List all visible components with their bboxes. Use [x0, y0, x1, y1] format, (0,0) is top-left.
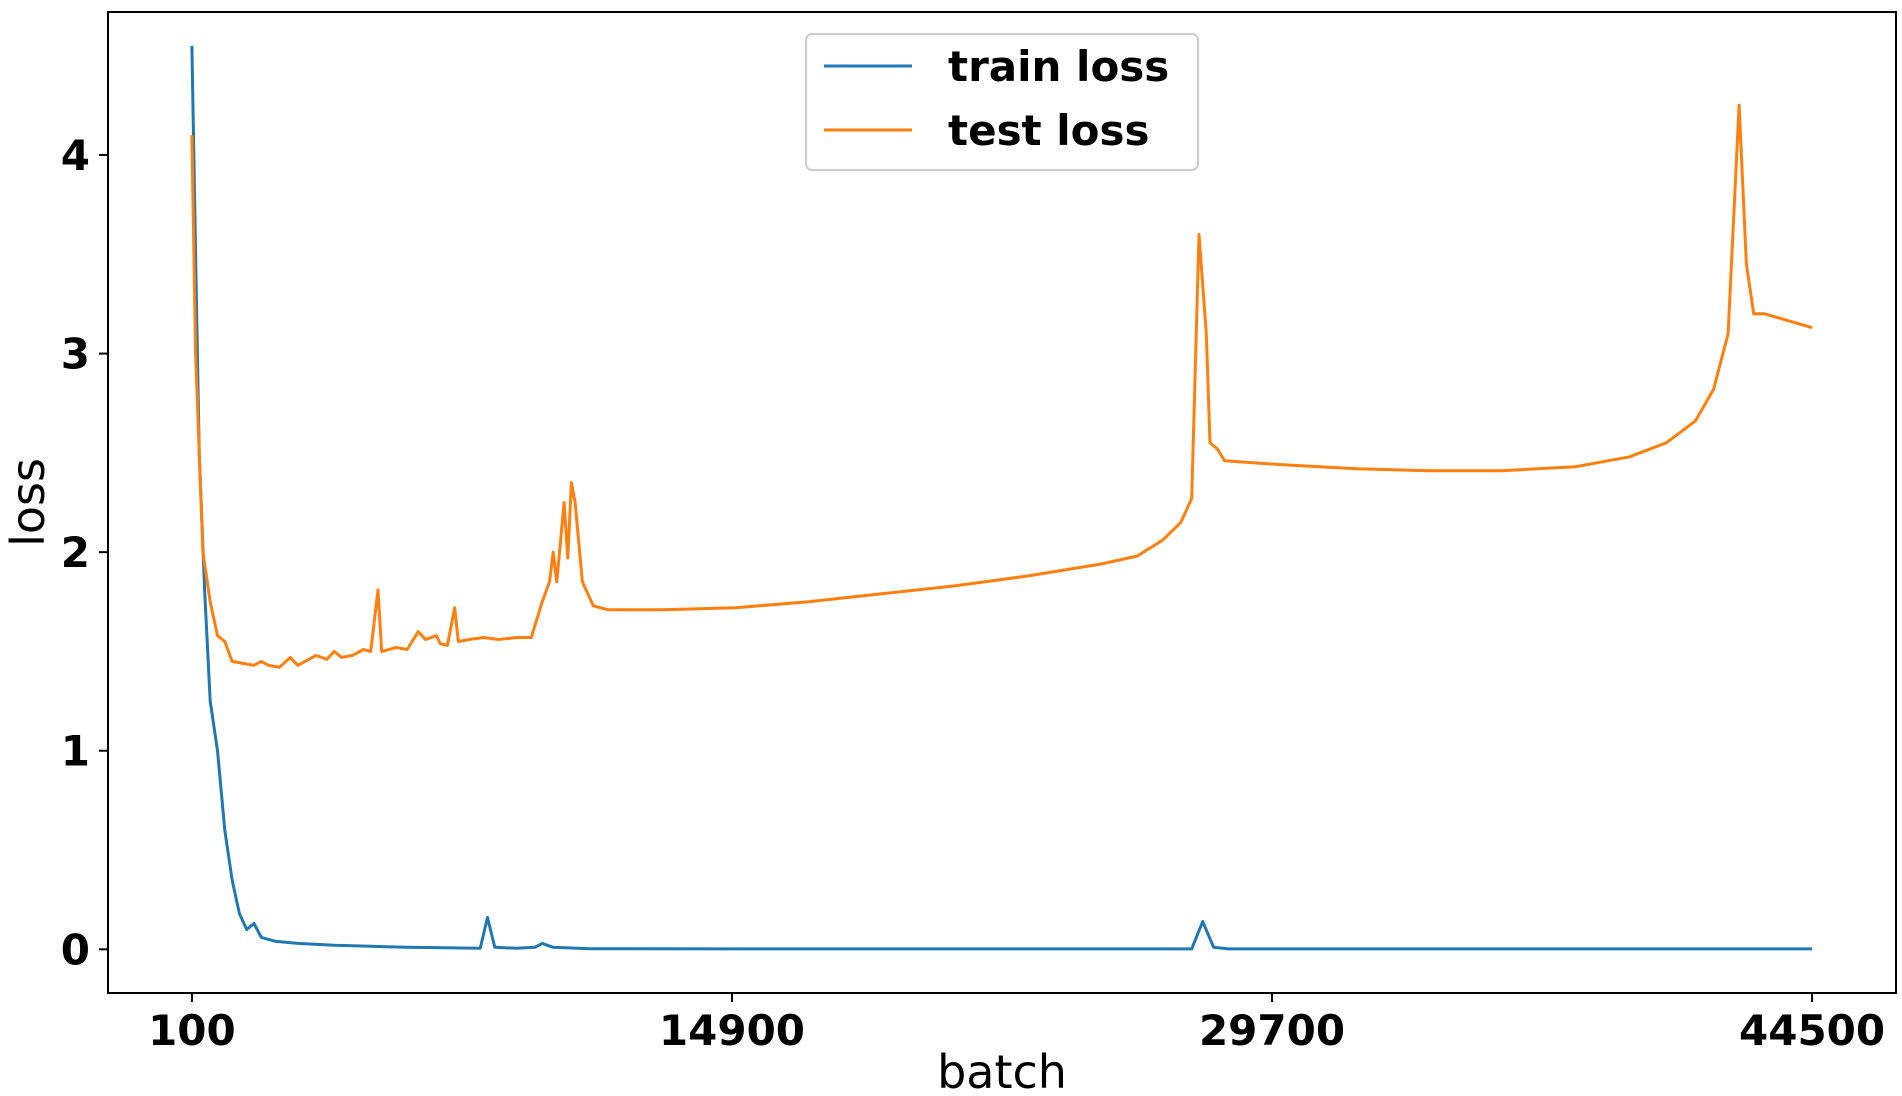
y-tick-label: 1	[61, 727, 90, 776]
legend-label-train-loss: train loss	[948, 42, 1169, 91]
series-line-test-loss	[190, 103, 1813, 669]
y-tick-label: 2	[61, 528, 90, 577]
y-axis-title: loss	[1, 458, 55, 547]
series-line-train-loss	[190, 45, 1813, 951]
plot-frame	[107, 11, 1897, 994]
legend-box	[805, 33, 1199, 171]
x-tick-label: 44500	[1739, 1006, 1885, 1055]
legend-label-test-loss: test loss	[948, 106, 1150, 155]
x-axis-title: batch	[937, 1045, 1067, 1096]
y-tick-label: 4	[61, 131, 90, 180]
y-tick-label: 0	[61, 925, 90, 974]
x-tick-label: 29700	[1199, 1006, 1345, 1055]
legend: train loss test loss	[805, 33, 1199, 171]
y-tick-label: 3	[61, 330, 90, 379]
x-tick-label: 100	[148, 1006, 236, 1055]
x-axis: 100 14900 29700 44500	[148, 993, 1885, 1055]
plot-lines	[190, 45, 1813, 951]
x-tick-label: 14900	[659, 1006, 805, 1055]
y-axis: 0 1 2 3 4	[61, 131, 108, 974]
